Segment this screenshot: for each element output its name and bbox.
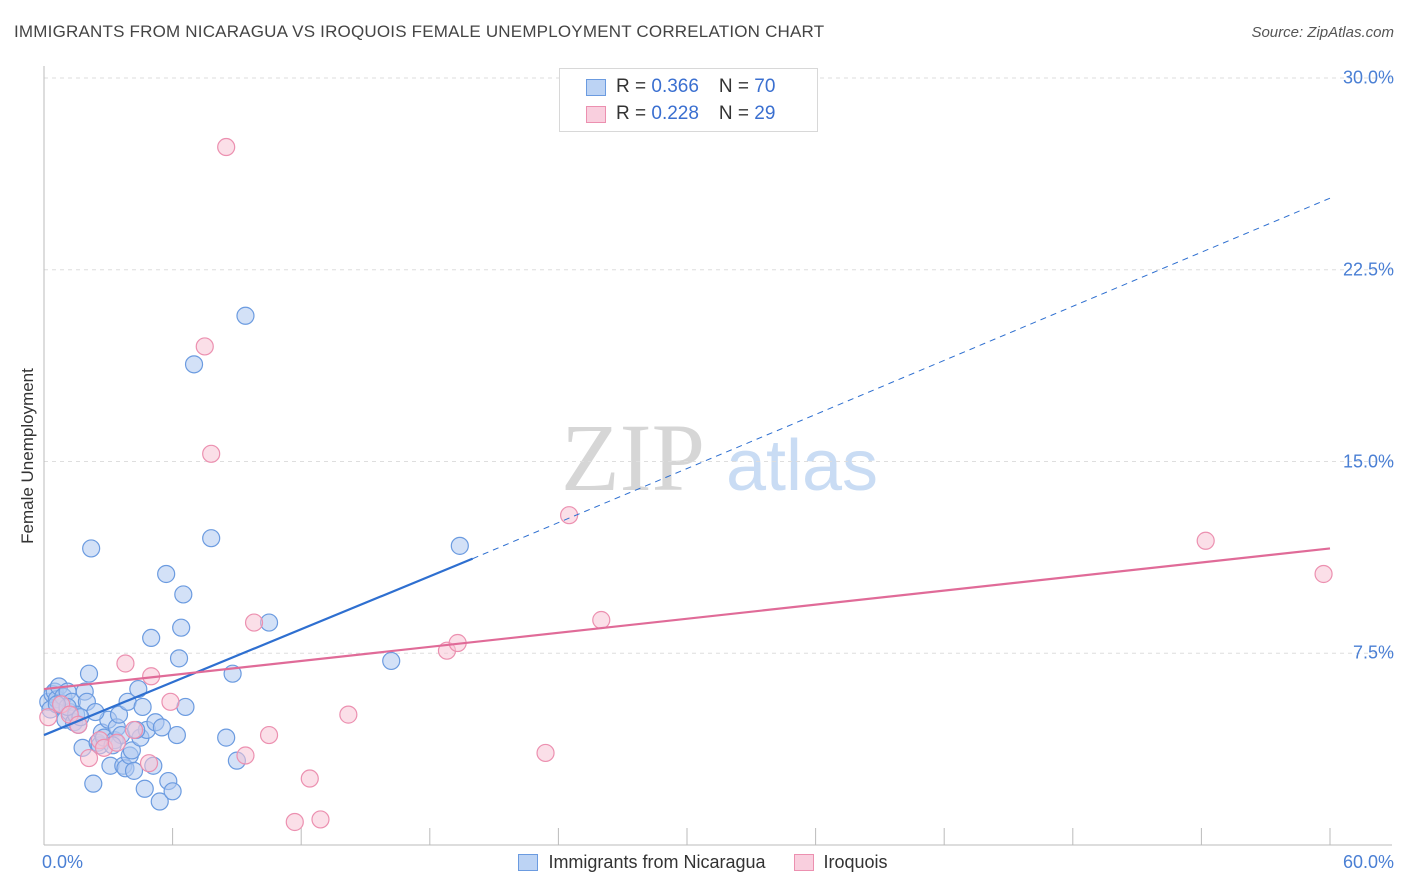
nicaragua-point (172, 618, 191, 637)
series-label-iroquois: Iroquois (823, 852, 888, 872)
y-tick-label: 22.5% (1342, 259, 1394, 280)
correlation-legend: R = 0.366 N = 70 R = 0.228 N = 29 (559, 68, 818, 132)
nicaragua-point (202, 529, 221, 548)
legend-r-value: 0.228 (651, 103, 699, 124)
nicaragua-point (84, 774, 103, 793)
iroquois-point (202, 444, 221, 463)
iroquois-point (285, 812, 304, 832)
nicaragua-point (152, 718, 171, 737)
iroquois-point (107, 733, 126, 752)
nicaragua-point (450, 536, 469, 555)
iroquois-point (217, 137, 236, 157)
nicaragua-trend-line (43, 557, 474, 737)
nicaragua-point (150, 792, 169, 811)
iroquois-point (592, 610, 611, 630)
iroquois-point (79, 748, 99, 768)
legend-n-value: 29 (754, 103, 776, 124)
nicaragua-point (142, 628, 161, 648)
series-legend-nicaragua[interactable]: Immigrants from Nicaragua (518, 852, 766, 873)
iroquois-point (300, 769, 319, 788)
legend-row-iroquois: R = 0.228 N = 29 (586, 103, 775, 125)
iroquois-point (339, 705, 358, 724)
legend-n-label: N = (718, 103, 755, 124)
nicaragua-point (217, 728, 236, 747)
iroquois-point (161, 692, 180, 711)
iroquois-point (244, 613, 264, 632)
legend-row-nicaragua: R = 0.366 N = 70 (586, 76, 775, 98)
iroquois-point (236, 746, 255, 765)
nicaragua-point (133, 697, 152, 717)
legend-swatch-pink (586, 105, 606, 123)
y-tick-label: 30.0% (1342, 67, 1394, 88)
series-swatch-blue (518, 854, 539, 871)
nicaragua-point (157, 564, 176, 584)
nicaragua-point (82, 539, 101, 558)
series-label-nicaragua: Immigrants from Nicaragua (548, 852, 766, 872)
iroquois-point (195, 337, 214, 356)
series-legend: Immigrants from Nicaragua Iroquois (0, 852, 1406, 873)
chart-title: IMMIGRANTS FROM NICARAGUA VS IROQUOIS FE… (14, 22, 825, 41)
series-swatch-pink (793, 854, 814, 871)
iroquois-trend-line (43, 547, 1331, 691)
iroquois-point (259, 725, 279, 745)
series-legend-iroquois[interactable]: Iroquois (793, 852, 888, 873)
nicaragua-point (124, 761, 144, 780)
iroquois-point (116, 654, 135, 673)
legend-n-label: N = (718, 76, 755, 97)
nicaragua-point (236, 306, 255, 325)
chart-source: Source: ZipAtlas.com (1251, 24, 1394, 41)
legend-r-label: R = (616, 103, 652, 124)
nicaragua-point (79, 664, 99, 683)
y-tick-label: 15.0% (1342, 451, 1394, 471)
iroquois-point (311, 810, 330, 829)
iroquois-point (1196, 531, 1215, 550)
iroquois-point (1314, 564, 1333, 584)
nicaragua-point (167, 725, 186, 745)
iroquois-point (124, 720, 144, 740)
nicaragua-point (169, 649, 189, 668)
x-tick-min: 0.0% (42, 852, 84, 872)
legend-r-label: R = (616, 76, 652, 97)
iroquois-point (39, 708, 58, 727)
legend-swatch-blue (586, 78, 606, 96)
y-tick-label: 7.5% (1352, 642, 1394, 663)
nicaragua-point (163, 782, 182, 801)
watermark-zip: ZIP (561, 404, 705, 511)
watermark-atlas: atlas (726, 426, 878, 506)
x-tick-max: 60.0% (1342, 852, 1394, 872)
nicaragua-point (184, 355, 204, 374)
nicaragua-point (109, 705, 129, 724)
nicaragua-point (382, 651, 401, 671)
nicaragua-point (174, 585, 193, 604)
nicaragua-trend-extension (472, 197, 1331, 560)
legend-r-value: 0.366 (651, 76, 699, 97)
iroquois-point (139, 754, 159, 773)
iroquois-point (536, 743, 555, 763)
nicaragua-point (135, 779, 154, 798)
nicaragua-point (129, 679, 148, 699)
legend-n-value: 70 (754, 76, 776, 97)
nicaragua-point (122, 741, 141, 760)
